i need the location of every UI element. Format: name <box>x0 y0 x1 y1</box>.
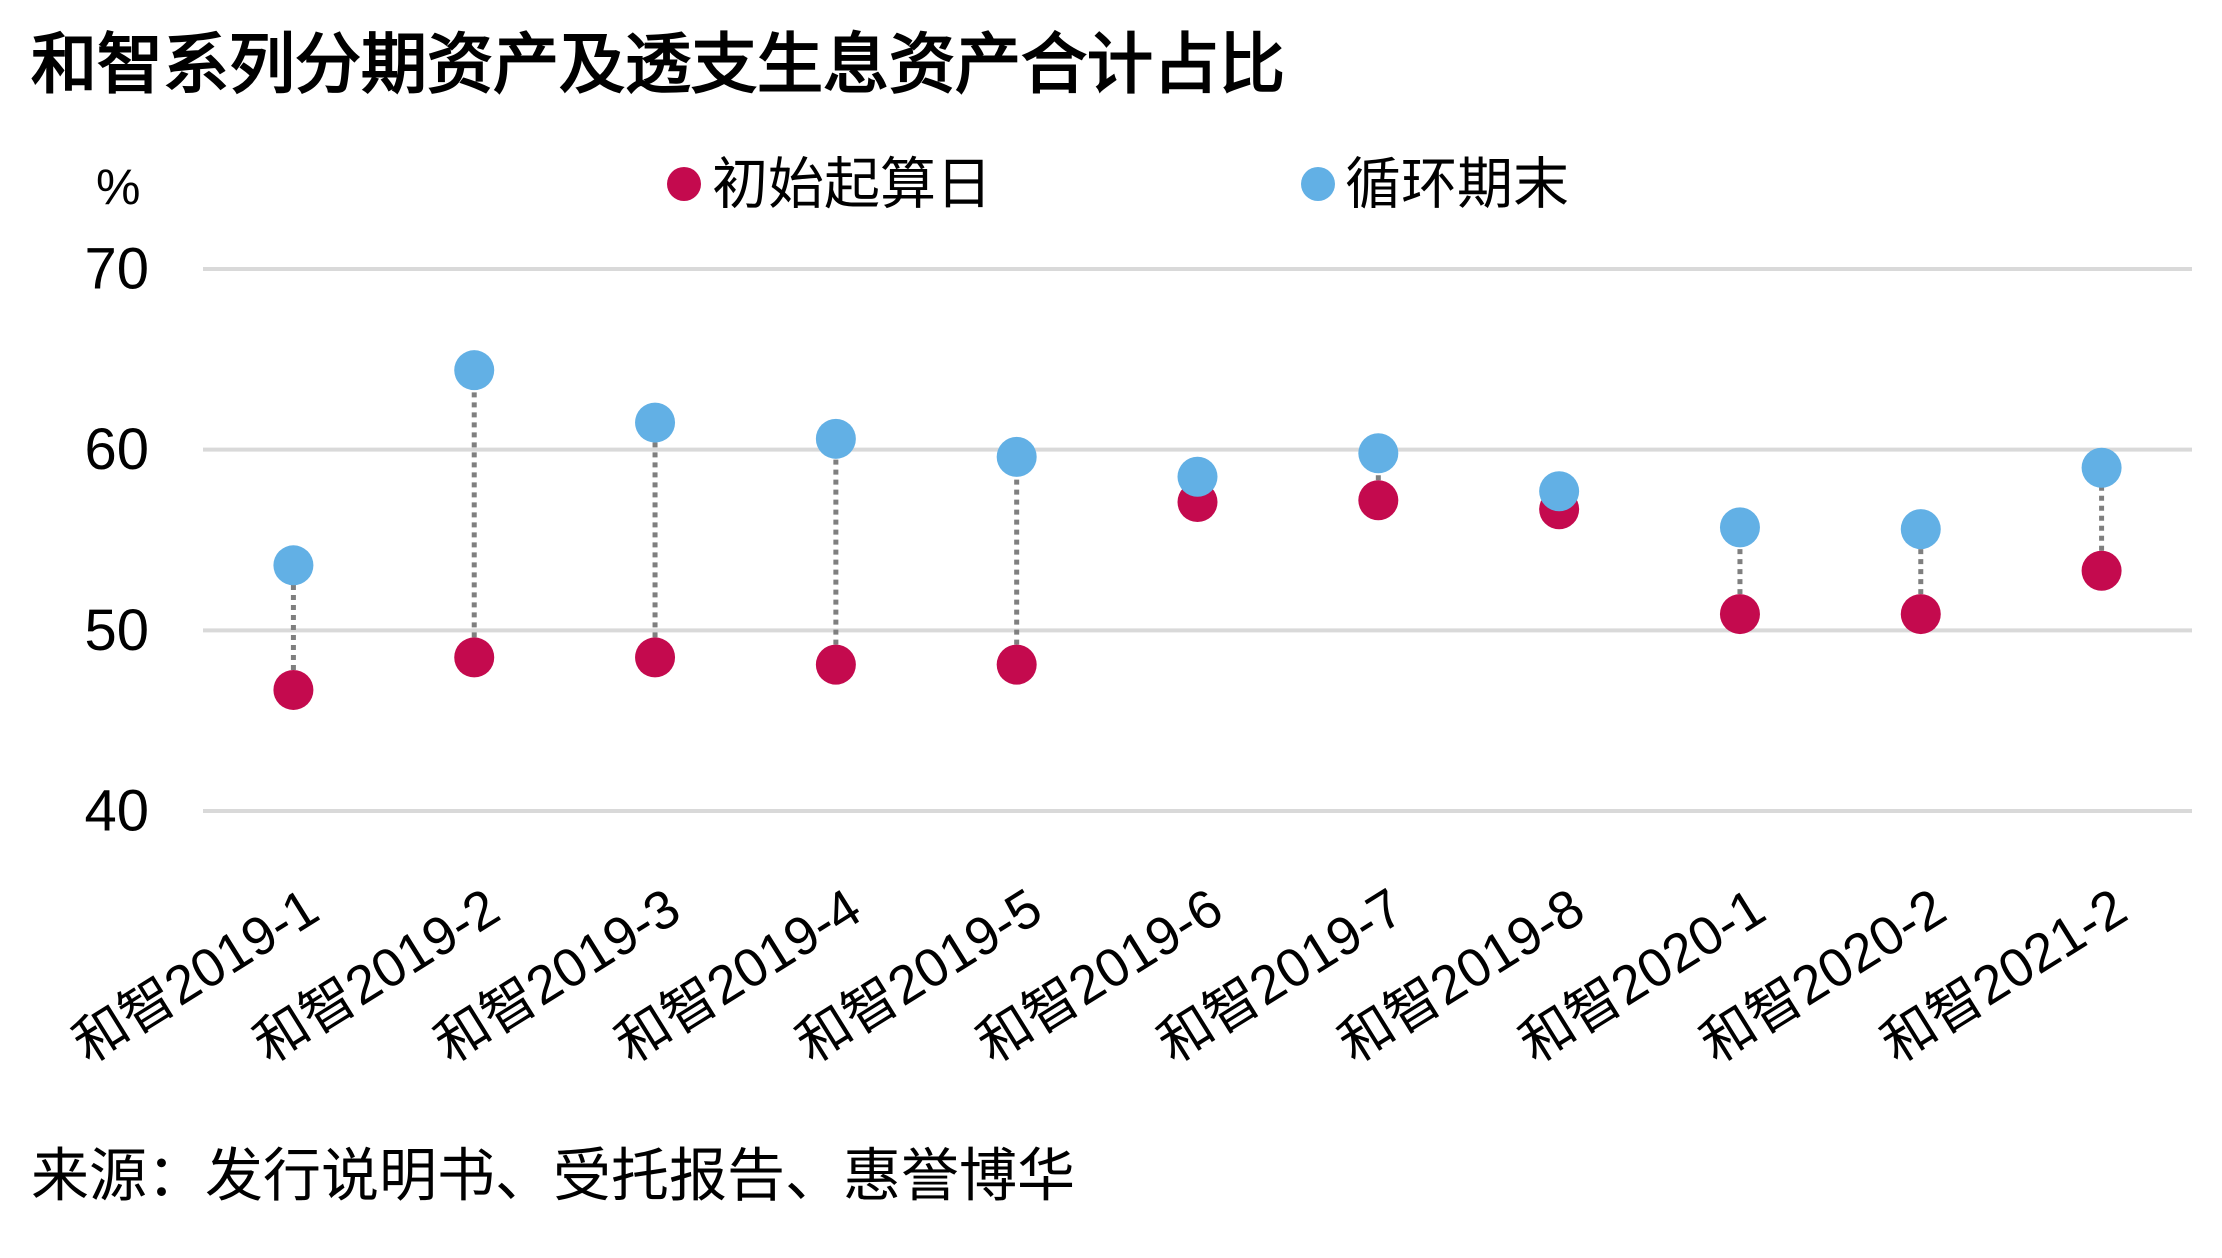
point-initial <box>454 637 495 678</box>
point-end <box>1539 471 1580 512</box>
y-tick-label: 70 <box>84 237 149 302</box>
point-initial <box>996 644 1037 685</box>
y-tick-label: 50 <box>84 598 149 663</box>
legend-marker-end <box>1301 167 1335 201</box>
legend-label-initial: 初始起算日 <box>712 153 992 216</box>
source-note: 来源：发行说明书、受托报告、惠誉博华 <box>31 1144 1075 1209</box>
point-end <box>1900 509 1941 550</box>
point-initial <box>273 669 314 710</box>
point-initial <box>1719 594 1760 635</box>
legend-item-initial: 初始起算日 <box>667 153 992 216</box>
point-initial <box>2081 550 2122 591</box>
point-end <box>815 418 856 459</box>
y-tick-label: 60 <box>84 417 149 482</box>
point-end <box>1358 433 1399 474</box>
series-initial-points <box>273 480 2122 710</box>
legend: 初始起算日 循环期末 <box>667 153 1569 216</box>
series-end-points <box>273 350 2122 586</box>
gridlines <box>203 267 2192 813</box>
legend-item-end: 循环期末 <box>1301 153 1569 216</box>
point-initial <box>1358 480 1399 521</box>
point-end <box>2081 447 2122 488</box>
x-axis-tick-labels: 和智2019-1和智2019-2和智2019-3和智2019-4和智2019-5… <box>63 877 2137 1074</box>
point-end <box>273 545 314 586</box>
point-end <box>635 402 676 443</box>
point-end <box>1719 507 1760 548</box>
legend-label-end: 循环期末 <box>1345 153 1569 216</box>
legend-marker-initial <box>667 167 701 201</box>
point-end <box>1177 456 1218 497</box>
point-initial <box>635 637 676 678</box>
point-initial <box>815 644 856 685</box>
chart-title: 和智系列分期资产及透支生息资产合计占比 <box>31 27 1285 101</box>
point-end <box>996 436 1037 477</box>
y-tick-label: 40 <box>84 779 149 844</box>
point-initial <box>1900 594 1941 635</box>
connector-lines <box>290 370 2105 690</box>
y-axis-unit-label: % <box>96 159 140 215</box>
y-axis-tick-labels: 70 60 50 40 <box>84 237 149 844</box>
point-end <box>454 350 495 391</box>
